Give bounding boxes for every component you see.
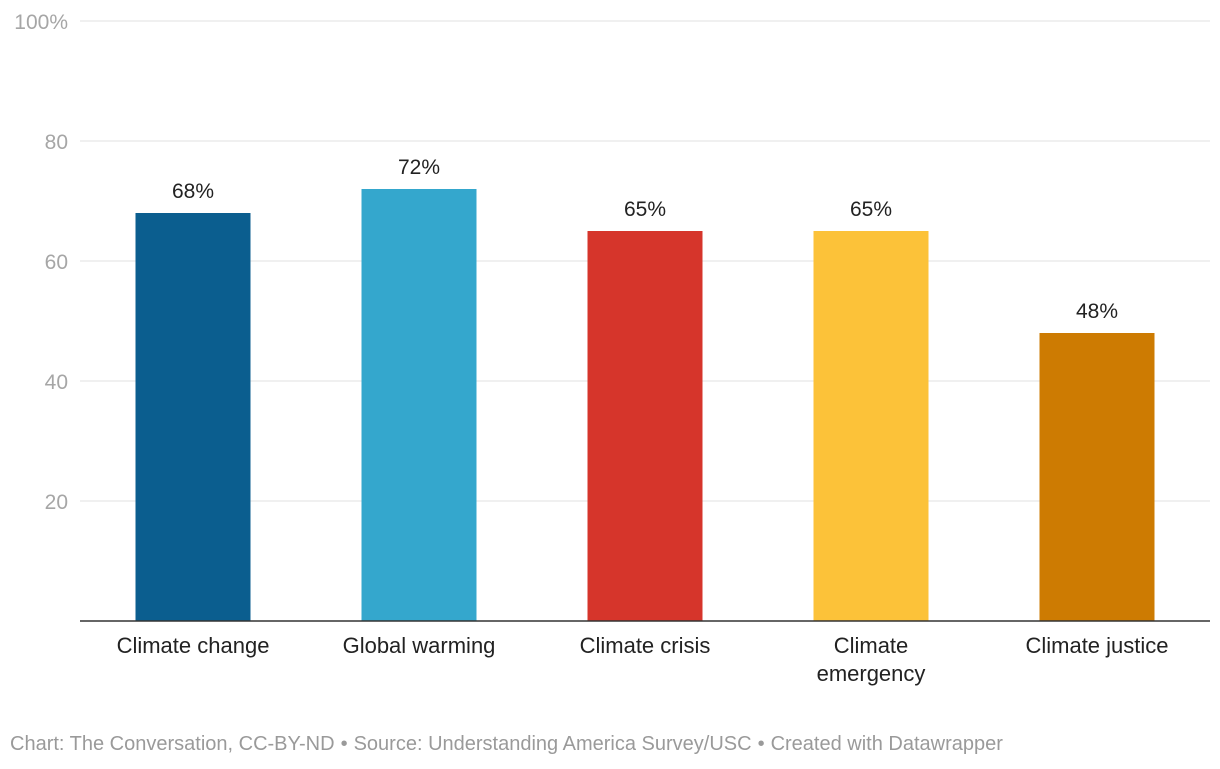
chart-tool-credit: Created with Datawrapper bbox=[770, 733, 1003, 755]
x-tick-label: emergency bbox=[817, 661, 926, 686]
y-tick-label: 80 bbox=[45, 131, 68, 154]
bar bbox=[361, 189, 477, 621]
y-tick-label: 20 bbox=[45, 491, 68, 514]
y-tick-label: 100% bbox=[14, 11, 68, 34]
bar bbox=[813, 231, 929, 621]
data-label: 65% bbox=[850, 198, 892, 221]
chart-footer: Chart: The Conversation, CC-BY-ND • Source… bbox=[10, 733, 1003, 756]
x-tick-label: Global warming bbox=[343, 633, 496, 658]
bar-chart: 20 40 60 80 100% 68% Climate change 72% Global w… bbox=[14, 11, 1210, 686]
data-label: 72% bbox=[398, 156, 440, 179]
data-label: 68% bbox=[172, 180, 214, 203]
x-tick-label: Climate change bbox=[117, 633, 270, 658]
x-tick-label: Climate crisis bbox=[580, 633, 711, 658]
bar bbox=[1039, 333, 1155, 621]
y-tick-label: 60 bbox=[45, 251, 68, 274]
chart-source: Source: Understanding America Survey/USC bbox=[353, 733, 752, 755]
footer-separator: • bbox=[757, 733, 765, 755]
data-label: 65% bbox=[624, 198, 666, 221]
x-tick-label: Climate bbox=[834, 633, 909, 658]
bar bbox=[135, 213, 251, 621]
y-tick-label: 40 bbox=[45, 371, 68, 394]
bar bbox=[587, 231, 703, 621]
data-label: 48% bbox=[1076, 300, 1118, 323]
footer-separator: • bbox=[340, 733, 348, 755]
x-tick-label: Climate justice bbox=[1025, 633, 1168, 658]
chart-credit: Chart: The Conversation, CC-BY-ND bbox=[10, 733, 335, 755]
